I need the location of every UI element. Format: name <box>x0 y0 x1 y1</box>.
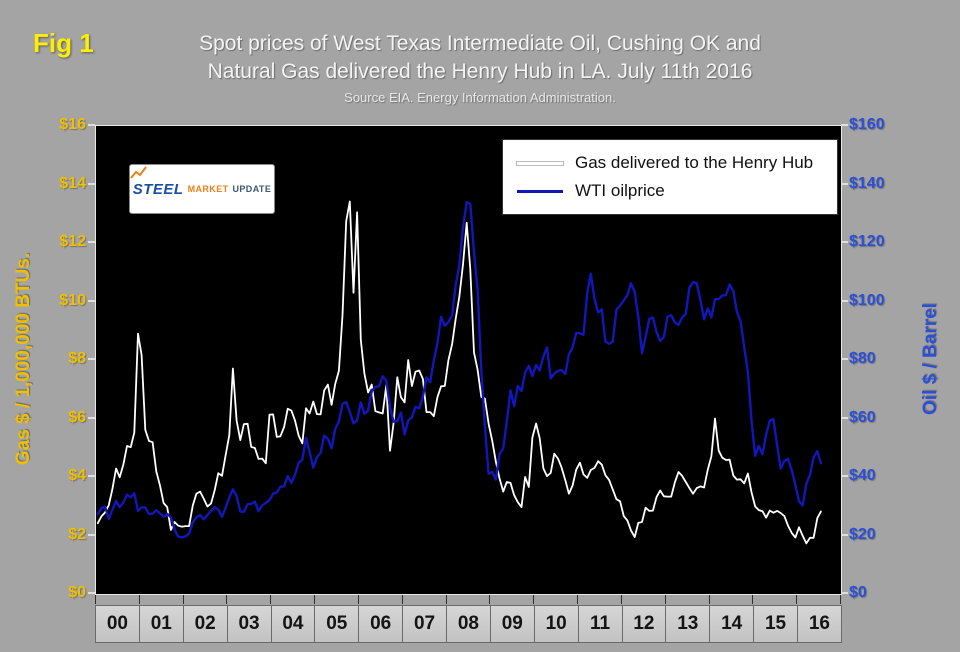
x-axis-tick-mark <box>620 595 622 604</box>
x-axis-year-cell: 05 <box>315 606 360 642</box>
x-axis-tick-mark <box>840 595 841 604</box>
x-axis-tick-mark <box>533 595 535 604</box>
title-block: Spot prices of West Texas Intermediate O… <box>60 30 900 105</box>
x-axis-year-cell: 04 <box>271 606 316 642</box>
gas-line-swatch <box>517 161 563 165</box>
x-axis-tick-mark <box>357 595 359 604</box>
plot-area: STEEL MARKET UPDATE Gas delivered to the… <box>95 125 842 595</box>
right-axis-tick-mark <box>841 592 848 594</box>
right-axis-tick-label: $20 <box>849 525 876 543</box>
left-axis-tick-label: $0 <box>68 584 86 601</box>
left-axis-tick-mark <box>88 124 95 126</box>
x-axis-tick-mark <box>489 595 491 604</box>
x-axis-tick-mark <box>664 595 666 604</box>
legend-label-oil: WTI oilprice <box>575 181 665 200</box>
left-axis-tick-label: $16 <box>59 116 86 133</box>
figure-label: Fig 1 <box>33 28 94 58</box>
left-axis-tick-label: $12 <box>59 233 86 250</box>
left-axis-tick-mark <box>88 358 95 360</box>
oil-line-swatch <box>517 189 563 193</box>
x-axis-year-cell: 03 <box>227 606 272 642</box>
right-axis-tick-mark <box>841 182 848 185</box>
left-axis-tick-mark <box>88 241 95 243</box>
x-axis-year-cell: 12 <box>622 606 667 642</box>
right-axis-tick-mark <box>841 533 848 536</box>
left-axis-tick-mark <box>88 416 95 419</box>
left-axis-tick-mark <box>88 533 95 536</box>
x-axis-year-cell: 13 <box>666 606 711 642</box>
left-axis-tick-label: $14 <box>59 174 86 192</box>
left-axis-tick-mark <box>88 592 95 594</box>
left-axis-tick-label: $4 <box>68 467 86 484</box>
legend-item-gas: Gas delivered to the Henry Hub <box>517 149 825 177</box>
chart-source: Source EIA. Energy Information Administr… <box>344 90 616 105</box>
right-axis-tick-label: $80 <box>849 350 876 367</box>
x-axis-year-cell: 01 <box>139 606 184 642</box>
x-axis-year-cell: 06 <box>359 606 404 642</box>
legend-label-gas: Gas delivered to the Henry Hub <box>575 153 814 172</box>
x-axis-tick-mark <box>708 595 710 604</box>
left-axis-tick-label: $6 <box>68 408 86 426</box>
left-axis-tick-mark <box>88 299 95 302</box>
right-axis-tick-label: $40 <box>849 467 876 484</box>
x-axis-year-cell: 07 <box>403 606 447 642</box>
logo-word-market: MARKET <box>187 184 229 194</box>
right-axis-tick-mark <box>841 416 848 419</box>
x-axis-tick-mark <box>314 595 316 604</box>
left-axis-title: Gas $ / 1,000,000 BTUs. <box>13 252 34 466</box>
right-axis-tick-label: $0 <box>849 584 867 601</box>
x-axis-tick-mark <box>577 595 579 604</box>
chart-title-line2: Natural Gas delivered the Henry Hub in L… <box>207 60 753 83</box>
chart-title-line1: Spot prices of West Texas Intermediate O… <box>199 32 761 55</box>
x-axis-year-row: 00 01 02 03 04 05 06 07 08 09 10 11 12 13 14 15 16 <box>95 605 842 643</box>
left-axis-tick-label: $10 <box>59 291 86 309</box>
x-axis-year-cell: 11 <box>578 606 623 642</box>
x-axis-year-cell: 16 <box>798 606 841 642</box>
right-axis-tick-mark <box>841 241 848 243</box>
right-axis-tick-mark <box>841 299 848 302</box>
x-axis-year-cell: 15 <box>754 606 798 642</box>
x-axis-tick-mark <box>752 595 754 604</box>
right-axis-tick-mark <box>841 124 848 126</box>
left-axis-tick-label: $2 <box>68 525 86 543</box>
right-axis-title: Oil $ / Barrel <box>920 303 941 415</box>
logo-word-steel: STEEL <box>132 180 184 198</box>
left-axis-tick-label: $8 <box>68 350 86 367</box>
right-axis-tick-label: $60 <box>849 408 876 426</box>
legend: Gas delivered to the Henry Hub WTI oilpr… <box>502 139 838 215</box>
x-axis-year-cell: 00 <box>96 606 140 642</box>
left-axis-tick-mark <box>88 182 95 185</box>
right-axis-tick-label: $140 <box>849 174 885 192</box>
wti-oil-price-line <box>96 201 823 539</box>
left-axis-tick-mark <box>88 475 95 477</box>
logo-chart-icon <box>130 166 147 179</box>
x-axis-year-cell: 02 <box>183 606 228 642</box>
x-axis-tick-mark <box>182 595 184 604</box>
right-axis-tick-mark <box>841 475 848 477</box>
x-axis-tick-mark <box>401 595 403 604</box>
right-axis-tick-label: $160 <box>849 116 885 133</box>
x-axis-tick-mark <box>226 595 228 604</box>
x-axis-year-cell: 09 <box>490 606 535 642</box>
x-axis-year-cell: 08 <box>447 606 491 642</box>
x-axis-tick-mark <box>95 595 96 604</box>
x-axis-tick-mark <box>796 595 798 604</box>
x-axis-tick-mark <box>445 595 447 604</box>
right-axis-tick-label: $100 <box>849 291 885 309</box>
logo-word-update: UPDATE <box>232 184 272 194</box>
x-axis-year-cell: 14 <box>710 606 755 642</box>
gas-price-line <box>96 200 822 545</box>
x-axis-tick-mark <box>138 595 140 604</box>
right-axis-tick-mark <box>841 358 848 360</box>
chart-lines <box>96 200 823 545</box>
x-axis-tick-mark <box>270 595 272 604</box>
x-axis-year-cell: 10 <box>534 606 579 642</box>
legend-item-oil: WTI oilprice <box>517 177 825 205</box>
right-axis-tick-label: $120 <box>849 233 885 250</box>
steel-market-update-logo: STEEL MARKET UPDATE <box>129 164 275 214</box>
